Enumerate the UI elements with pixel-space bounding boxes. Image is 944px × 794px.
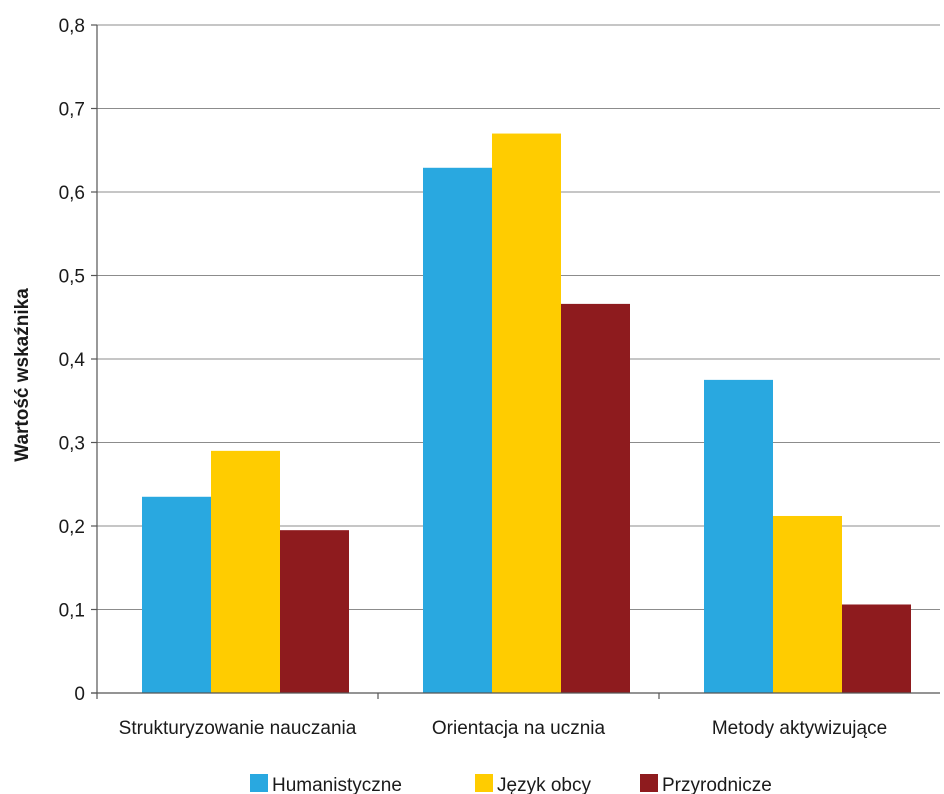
bar — [773, 515, 842, 693]
bar — [561, 303, 630, 693]
y-tick-label: 0,5 — [59, 267, 85, 288]
x-category-label: Strukturyzowanie nauczania — [119, 718, 357, 739]
y-tick-label: 0,4 — [59, 350, 86, 371]
bars — [142, 133, 911, 694]
bar — [492, 133, 561, 694]
bar — [704, 379, 773, 693]
y-tick-label: 0,2 — [59, 517, 85, 538]
legend-swatch — [250, 774, 268, 792]
legend-label: Język obcy — [497, 775, 591, 794]
legend-label: Humanistyczne — [272, 775, 402, 794]
y-tick-label: 0,7 — [59, 100, 85, 121]
y-tick-labels: 0 0,1 0,2 0,3 0,4 0,5 0,6 0,7 0,8 — [59, 16, 97, 705]
bar — [211, 450, 280, 693]
legend-swatch — [640, 774, 658, 792]
y-tick-label: 0 — [74, 684, 85, 705]
bar — [280, 530, 349, 693]
legend-label: Przyrodnicze — [662, 775, 772, 794]
legend-swatch — [475, 774, 493, 792]
y-tick-label: 0,3 — [59, 434, 85, 455]
x-category-labels: Strukturyzowanie nauczania Orientacja na … — [96, 693, 887, 739]
y-axis-title: Wartość wskaźnika — [12, 288, 33, 462]
y-tick-label: 0,6 — [59, 183, 85, 204]
y-tick-label: 0,1 — [59, 601, 85, 622]
bar — [842, 604, 911, 693]
bar — [142, 496, 211, 693]
x-category-label: Metody aktywizujące — [712, 718, 887, 739]
legend: Humanistyczne Język obcy Przyrodnicze — [250, 774, 772, 794]
y-tick-label: 0,8 — [59, 16, 85, 37]
x-category-label: Orientacja na ucznia — [432, 718, 606, 739]
bar — [423, 167, 492, 693]
